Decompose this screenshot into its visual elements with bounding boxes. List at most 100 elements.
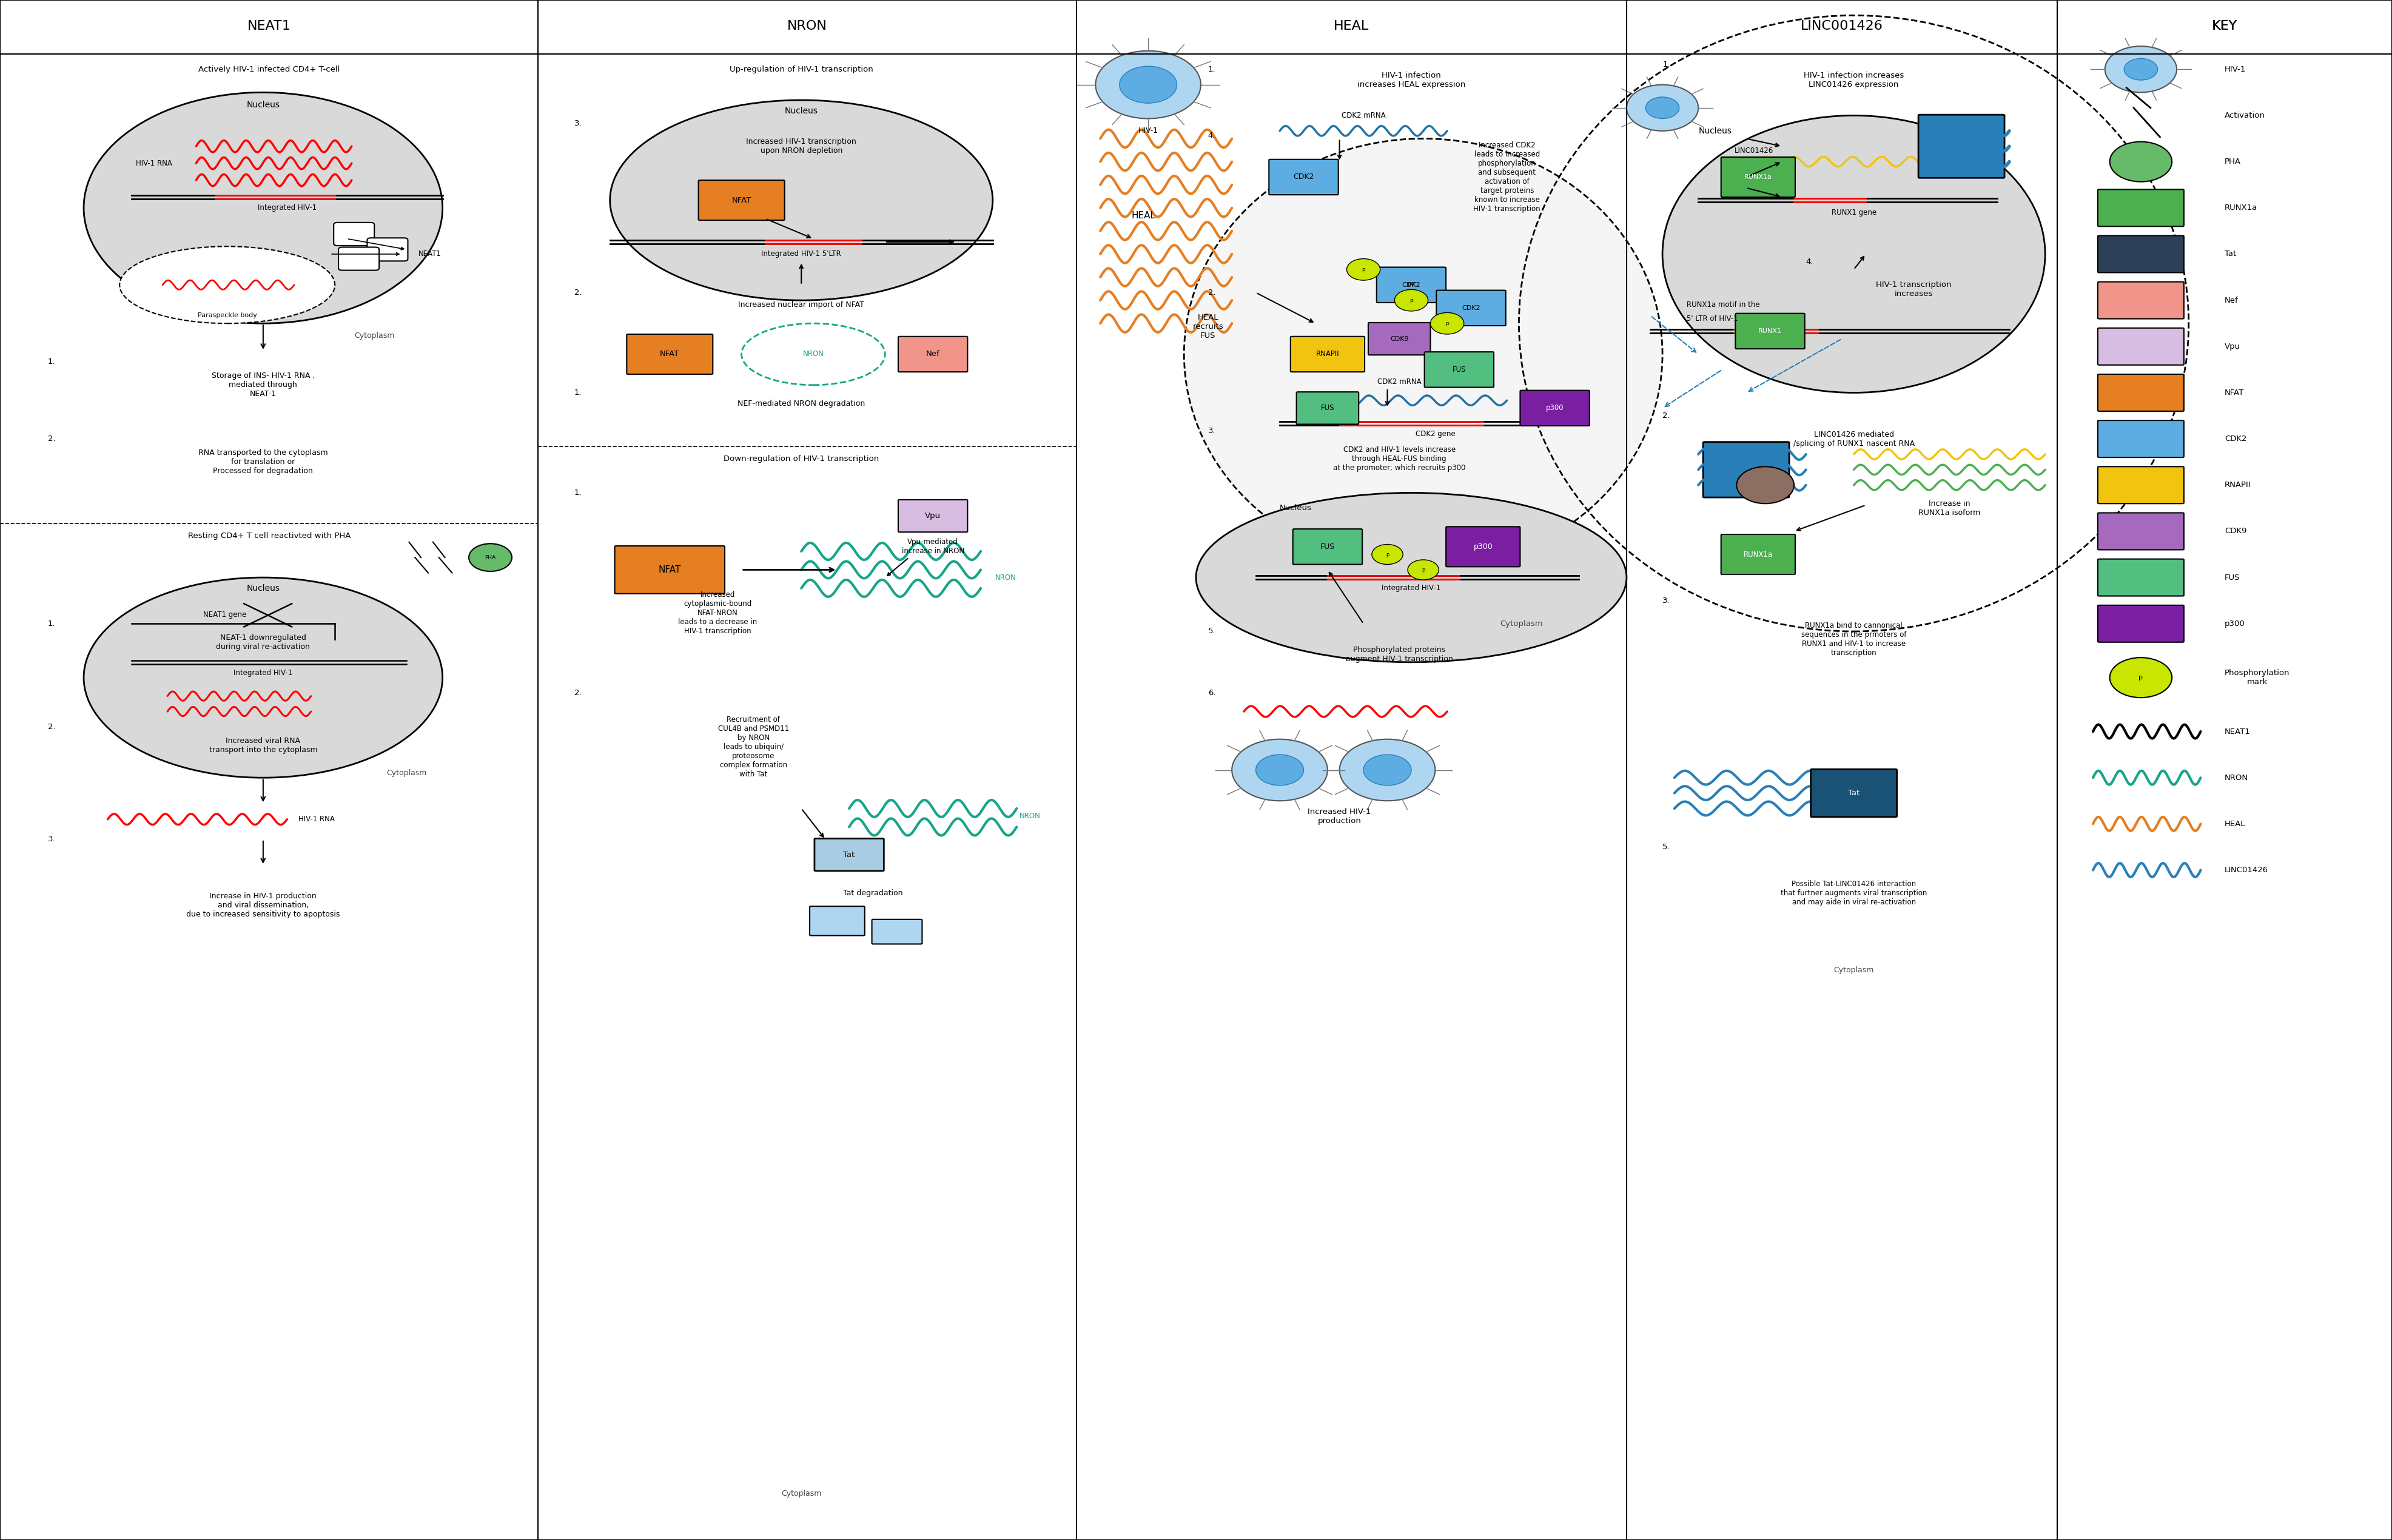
- Text: 4.: 4.: [1806, 257, 1813, 266]
- Text: Increased viral RNA
transport into the cytoplasm: Increased viral RNA transport into the c…: [208, 736, 318, 755]
- Text: 5.: 5.: [1662, 842, 1670, 852]
- Circle shape: [1395, 290, 1428, 311]
- Text: HEAL
recruits
FUS: HEAL recruits FUS: [1194, 314, 1222, 339]
- Text: p: p: [1445, 320, 1450, 326]
- Text: RUNX1a motif in the: RUNX1a motif in the: [1686, 300, 1761, 310]
- Text: Nucleus: Nucleus: [1698, 126, 1732, 136]
- Text: Tat: Tat: [1849, 788, 1859, 798]
- Text: RUNX1a: RUNX1a: [2225, 203, 2258, 213]
- Text: Integrated HIV-1 5'LTR: Integrated HIV-1 5'LTR: [761, 249, 842, 259]
- FancyBboxPatch shape: [2098, 236, 2184, 273]
- Text: Integrated HIV-1: Integrated HIV-1: [1383, 584, 1440, 593]
- Text: 2.: 2.: [1662, 411, 1670, 420]
- Text: p300: p300: [2225, 619, 2246, 628]
- Ellipse shape: [84, 92, 443, 323]
- FancyBboxPatch shape: [808, 906, 864, 935]
- Text: Increased
cytoplasmic-bound
NFAT-NRON
leads to a decrease in
HIV-1 transcription: Increased cytoplasmic-bound NFAT-NRON le…: [677, 591, 758, 634]
- Text: LINC01426: LINC01426: [2225, 865, 2268, 875]
- Text: Resting CD4+ T cell reactivted with PHA: Resting CD4+ T cell reactivted with PHA: [187, 531, 352, 541]
- Text: HEAL: HEAL: [1131, 211, 1155, 220]
- FancyBboxPatch shape: [1426, 351, 1493, 387]
- Text: NFAT: NFAT: [658, 565, 682, 574]
- Text: PHA: PHA: [486, 554, 495, 561]
- Ellipse shape: [120, 246, 335, 323]
- Circle shape: [1232, 739, 1328, 801]
- Text: Cytoplasm: Cytoplasm: [1835, 966, 1873, 975]
- FancyBboxPatch shape: [1268, 159, 1340, 194]
- FancyBboxPatch shape: [1918, 116, 2004, 179]
- FancyBboxPatch shape: [2098, 513, 2184, 550]
- Text: CDK2: CDK2: [1462, 305, 1481, 311]
- Text: NFAT: NFAT: [732, 196, 751, 205]
- FancyBboxPatch shape: [1734, 313, 1804, 348]
- Text: NEAT1 gene: NEAT1 gene: [203, 610, 246, 619]
- FancyBboxPatch shape: [1811, 768, 1897, 816]
- Text: 1.: 1.: [574, 488, 581, 497]
- Text: FUS: FUS: [2225, 573, 2239, 582]
- Text: Down-regulation of HIV-1 transcription: Down-regulation of HIV-1 transcription: [725, 454, 878, 464]
- Text: Possible Tat-LINC01426 interaction
that furtner augments viral transcription
and: Possible Tat-LINC01426 interaction that …: [1780, 881, 1928, 906]
- Text: Increased HIV-1
production: Increased HIV-1 production: [1308, 807, 1371, 825]
- Text: RUNX1 gene: RUNX1 gene: [1832, 208, 1875, 217]
- Circle shape: [1119, 66, 1177, 103]
- Circle shape: [2110, 142, 2172, 182]
- Text: CDK2 mRNA: CDK2 mRNA: [1342, 111, 1385, 120]
- Text: Increased CDK2
leads to increased
phosphorylation
and subsequent
activation of
t: Increased CDK2 leads to increased phosph…: [1473, 142, 1540, 213]
- Text: Cytoplasm: Cytoplasm: [354, 331, 395, 340]
- Text: Integrated HIV-1: Integrated HIV-1: [258, 203, 316, 213]
- Text: 5.: 5.: [1208, 627, 1215, 636]
- Text: Nef: Nef: [2225, 296, 2239, 305]
- Circle shape: [1430, 313, 1464, 334]
- Text: 2.: 2.: [48, 722, 55, 732]
- Text: 3.: 3.: [1208, 427, 1215, 436]
- Ellipse shape: [1196, 493, 1627, 662]
- Text: PHA: PHA: [2225, 157, 2241, 166]
- Text: NEF-mediated NRON degradation: NEF-mediated NRON degradation: [737, 399, 866, 408]
- Text: 6.: 6.: [1208, 688, 1215, 698]
- Text: FUS: FUS: [1452, 365, 1466, 374]
- FancyBboxPatch shape: [871, 919, 923, 944]
- Text: CDK2: CDK2: [1294, 172, 1313, 182]
- Text: Activation: Activation: [2225, 111, 2265, 120]
- Text: Nucleus: Nucleus: [1280, 504, 1311, 513]
- Text: Increased nuclear import of NFAT: Increased nuclear import of NFAT: [739, 300, 864, 310]
- Text: Increase in HIV-1 production
and viral dissemination,
due to increased sensitivi: Increase in HIV-1 production and viral d…: [187, 893, 340, 918]
- FancyBboxPatch shape: [2098, 189, 2184, 226]
- Text: CDK2 and HIV-1 levels increase
through HEAL-FUS binding
at the promoter; which r: CDK2 and HIV-1 levels increase through H…: [1332, 447, 1466, 471]
- Circle shape: [2110, 658, 2172, 698]
- Text: LINC01426 mediated
/splicing of RUNX1 nascent RNA: LINC01426 mediated /splicing of RUNX1 na…: [1794, 430, 1914, 448]
- Text: HIV-1 infection increases
LINC01426 expression: HIV-1 infection increases LINC01426 expr…: [1804, 71, 1904, 89]
- Text: Phosphorylation
mark: Phosphorylation mark: [2225, 668, 2289, 687]
- Circle shape: [2105, 46, 2177, 92]
- FancyBboxPatch shape: [368, 239, 407, 262]
- Text: NEAT-1 downregulated
during viral re-activation: NEAT-1 downregulated during viral re-act…: [215, 633, 311, 651]
- Text: HEAL: HEAL: [1335, 20, 1368, 32]
- Text: CDK9: CDK9: [2225, 527, 2246, 536]
- FancyBboxPatch shape: [1296, 393, 1359, 424]
- FancyBboxPatch shape: [1722, 157, 1794, 197]
- FancyBboxPatch shape: [1378, 266, 1445, 302]
- Text: RUNX1: RUNX1: [1758, 328, 1782, 334]
- Text: Nucleus: Nucleus: [785, 106, 818, 116]
- Text: LINC001426: LINC001426: [1801, 20, 1883, 32]
- Text: CDK2 mRNA: CDK2 mRNA: [1378, 377, 1421, 387]
- Text: HIV-1 transcription
increases: HIV-1 transcription increases: [1875, 280, 1952, 299]
- Text: 5' LTR of HIV-1: 5' LTR of HIV-1: [1686, 314, 1737, 323]
- FancyBboxPatch shape: [899, 336, 966, 371]
- Text: 1.: 1.: [574, 388, 581, 397]
- FancyBboxPatch shape: [1368, 323, 1430, 356]
- Circle shape: [1373, 545, 1402, 565]
- Text: Increase in
RUNX1a isoform: Increase in RUNX1a isoform: [1918, 499, 1981, 517]
- Text: Tat: Tat: [844, 850, 854, 859]
- FancyBboxPatch shape: [1703, 442, 1789, 497]
- Text: 2.: 2.: [48, 434, 55, 444]
- Ellipse shape: [1662, 116, 2045, 393]
- Text: HIV-1 infection
increases HEAL expression: HIV-1 infection increases HEAL expressio…: [1356, 71, 1466, 89]
- Text: 1.: 1.: [48, 357, 55, 367]
- Text: Nucleus: Nucleus: [246, 100, 280, 109]
- Text: Nef: Nef: [926, 350, 940, 359]
- Text: NRON: NRON: [804, 350, 823, 359]
- Text: 1.: 1.: [1208, 65, 1215, 74]
- FancyBboxPatch shape: [1722, 534, 1794, 574]
- FancyBboxPatch shape: [2098, 282, 2184, 319]
